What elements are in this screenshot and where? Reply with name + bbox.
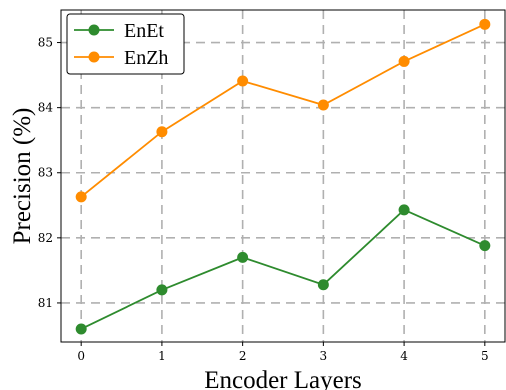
legend: EnEt EnZh xyxy=(66,13,185,75)
data-point-enet xyxy=(317,279,329,291)
y-tick-label: 81 xyxy=(38,296,53,310)
data-point-enet xyxy=(156,284,168,296)
x-axis-ticks: 0 1 2 3 4 5 xyxy=(77,342,489,363)
y-tick-label: 85 xyxy=(38,36,53,50)
legend-label-enet: EnEt xyxy=(124,20,164,42)
plot-frame xyxy=(60,9,506,343)
x-tick-label: 5 xyxy=(481,349,489,363)
data-point-enzh xyxy=(75,191,87,203)
data-point-enzh xyxy=(479,18,491,30)
series-enet xyxy=(75,204,491,335)
y-tick-label: 83 xyxy=(38,166,53,180)
x-tick-label: 3 xyxy=(320,349,328,363)
x-tick-label: 2 xyxy=(239,349,247,363)
data-point-enzh xyxy=(398,55,410,67)
x-axis-label: Encoder Layers xyxy=(204,367,362,390)
x-tick-label: 4 xyxy=(400,349,408,363)
data-point-enet xyxy=(75,323,87,335)
y-axis-label: Precision (%) xyxy=(9,108,36,245)
data-point-enzh xyxy=(156,126,168,138)
series-group xyxy=(75,18,491,335)
series-line-enet xyxy=(80,208,486,330)
legend-label-enzh: EnZh xyxy=(124,47,168,69)
data-point-enet xyxy=(479,240,491,252)
data-point-enzh xyxy=(317,99,329,111)
data-point-enzh xyxy=(237,75,249,87)
x-tick-label: 0 xyxy=(77,349,85,363)
data-point-enet xyxy=(237,251,249,263)
data-point-enet xyxy=(398,204,410,216)
y-axis-ticks: 81 82 83 84 85 xyxy=(38,36,61,310)
legend-marker-enzh xyxy=(88,51,100,63)
y-tick-label: 82 xyxy=(38,231,53,245)
series-enzh xyxy=(75,18,491,203)
y-tick-label: 84 xyxy=(38,101,54,115)
legend-marker-enet xyxy=(88,24,100,36)
series-line-enzh xyxy=(80,23,486,198)
x-tick-label: 1 xyxy=(158,349,166,363)
